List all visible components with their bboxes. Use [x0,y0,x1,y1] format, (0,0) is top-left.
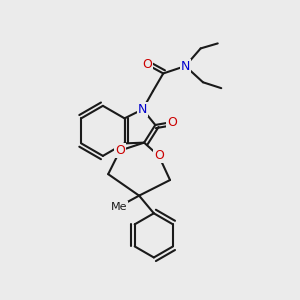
Text: N: N [181,60,190,73]
Text: O: O [115,144,125,157]
Text: Me: Me [111,202,127,212]
Text: O: O [142,58,152,71]
Text: N: N [138,103,147,116]
Text: O: O [154,149,164,162]
Text: O: O [167,116,177,128]
